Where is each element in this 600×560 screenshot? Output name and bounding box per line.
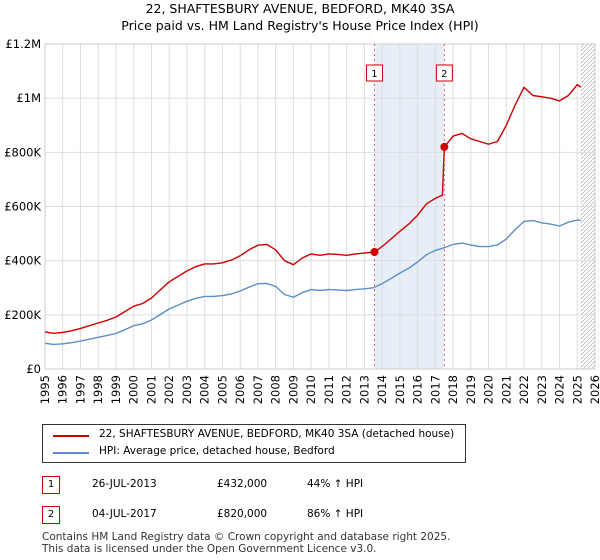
chart-legend: 22, SHAFTESBURY AVENUE, BEDFORD, MK40 3S…: [42, 424, 466, 463]
x-tick-label: 1999: [109, 375, 123, 404]
x-tick-label: 2002: [162, 375, 176, 404]
x-tick-label: 2010: [304, 375, 318, 404]
x-tick-label: 2017: [428, 375, 442, 404]
marker-badge: [365, 64, 383, 82]
y-tick-label: £0: [26, 362, 41, 376]
transaction-date: 26-JUL-2013: [92, 478, 157, 490]
hpi-line: [44, 219, 581, 346]
x-tick-label: 2014: [375, 375, 389, 404]
x-tick-label: 2016: [411, 375, 425, 404]
x-tick-label: 2018: [446, 375, 460, 404]
x-tick-label: 1995: [38, 375, 52, 404]
x-tick-label: 2005: [215, 375, 229, 404]
x-tick-label: 2006: [233, 375, 247, 404]
legend-label-hpi: HPI: Average price, detached house, Bedf…: [99, 445, 335, 457]
legend-swatch-property: [53, 435, 89, 437]
x-tick-label: 1996: [56, 375, 70, 404]
legend-swatch-hpi: [53, 452, 89, 454]
transaction-change: 86% ↑ HPI: [307, 508, 364, 520]
y-tick-label: £1.2M: [5, 37, 41, 51]
sale-point: [440, 142, 449, 151]
x-tick-label: 2025: [570, 375, 584, 404]
chart-subtitle: Price paid vs. HM Land Registry's House …: [121, 18, 479, 33]
y-tick-label: £1M: [16, 91, 41, 105]
sale-point: [370, 248, 379, 256]
x-tick-label: 2004: [198, 375, 212, 404]
x-tick-label: 2009: [286, 375, 300, 404]
y-tick-label: £400K: [4, 254, 41, 268]
x-tick-label: 2022: [517, 375, 531, 404]
chart-title: 22, SHAFTESBURY AVENUE, BEDFORD, MK40 3S…: [145, 1, 455, 16]
x-tick-label: 2019: [464, 375, 478, 404]
footer-licence: This data is licensed under the Open Gov…: [42, 543, 377, 555]
x-tick-label: 1998: [91, 375, 105, 404]
property-line: [44, 83, 582, 334]
transaction-date: 04-JUL-2017: [92, 508, 157, 520]
x-tick-label: 2003: [180, 375, 194, 404]
x-tick-label: 2021: [499, 375, 513, 404]
y-tick-label: £800K: [4, 145, 41, 159]
transaction-change: 44% ↑ HPI: [307, 478, 364, 490]
x-tick-label: 2000: [127, 375, 141, 404]
x-tick-label: 2024: [553, 375, 567, 404]
y-tick-label: £200K: [4, 308, 41, 322]
plot-border: [44, 43, 596, 370]
y-tick-label: £600K: [4, 200, 41, 214]
legend-label-property: 22, SHAFTESBURY AVENUE, BEDFORD, MK40 3S…: [99, 428, 455, 440]
transaction-badge: 2: [42, 506, 60, 524]
x-tick-label: 2026: [588, 375, 600, 404]
transaction-price: £432,000: [217, 478, 268, 490]
x-tick-label: 2013: [357, 375, 371, 404]
x-tick-label: 2001: [144, 375, 158, 404]
x-tick-label: 2012: [340, 375, 354, 404]
marker-badge: [435, 64, 453, 82]
marker-badge-label: 1: [371, 69, 377, 80]
x-tick-label: 2015: [393, 375, 407, 404]
x-tick-label: 1997: [73, 375, 87, 404]
footer-copyright: Contains HM Land Registry data © Crown c…: [42, 531, 451, 543]
x-tick-label: 2011: [322, 375, 336, 404]
x-tick-label: 2007: [251, 375, 265, 404]
x-tick-label: 2008: [269, 375, 283, 404]
transaction-price: £820,000: [217, 508, 268, 520]
x-tick-label: 2023: [535, 375, 549, 404]
x-tick-label: 2020: [482, 375, 496, 404]
transaction-badge: 1: [42, 476, 60, 494]
marker-badge-label: 2: [441, 69, 447, 80]
